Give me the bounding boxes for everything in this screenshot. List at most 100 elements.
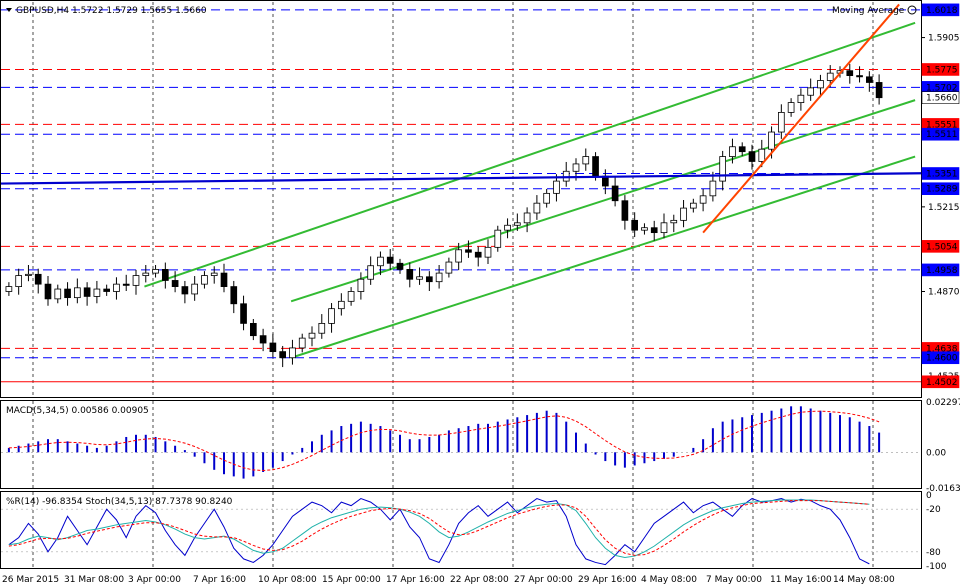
- stoch-signal-line: [8, 500, 870, 556]
- channel-line: [290, 155, 916, 359]
- candle-body: [670, 219, 678, 224]
- stoch-panel-frame: [0, 491, 922, 569]
- candle-body: [709, 180, 717, 197]
- candle-body: [416, 276, 423, 280]
- axis-tick-label: 1.5215: [928, 203, 960, 213]
- candle-body: [308, 332, 316, 339]
- candle-body: [201, 275, 208, 285]
- time-axis-label: 17 Apr 16:00: [386, 575, 445, 585]
- stoch-axis-label: 0: [926, 491, 932, 501]
- candle-body: [504, 224, 511, 231]
- candle-body: [787, 102, 795, 113]
- level-label-text: 1.5775: [926, 65, 958, 75]
- candle-body: [768, 131, 775, 150]
- candle-body: [161, 269, 169, 281]
- candle-body: [64, 288, 71, 299]
- stoch-main-line: [8, 499, 870, 558]
- candle-body: [543, 192, 551, 204]
- level-label-text: 1.4638: [926, 344, 958, 354]
- dropdown-triangle-icon[interactable]: [6, 8, 12, 12]
- candle-body: [807, 87, 815, 96]
- level-label-text: 1.5660: [926, 94, 958, 104]
- stoch-axis-label: -100: [926, 562, 947, 572]
- candle-body: [210, 272, 218, 276]
- candle-body: [533, 202, 541, 214]
- candle-body: [514, 222, 521, 226]
- level-label-text: 1.4958: [926, 266, 958, 276]
- moving-average: [0, 172, 922, 185]
- candle-body: [347, 291, 355, 302]
- level-label-text: 1.5054: [926, 242, 958, 252]
- stoch-title: %R(14) -96.8354 Stoch(34,5,13) 87.7378 9…: [6, 497, 233, 507]
- trend-channel: [144, 21, 916, 359]
- candle-body: [474, 251, 482, 258]
- candle-body: [93, 288, 101, 297]
- candle-body: [240, 303, 247, 324]
- time-axis-label: 7 Apr 16:00: [193, 575, 246, 585]
- level-label-text: 1.5351: [926, 169, 958, 179]
- level-label-box: [921, 167, 960, 180]
- time-axis-label: 14 May 08:00: [833, 575, 895, 585]
- level-label-text: 1.4502: [926, 378, 958, 388]
- time-axis-label: 4 May 08:00: [641, 575, 697, 585]
- candle-body: [15, 275, 23, 287]
- candle-body: [797, 94, 805, 103]
- candle-body: [171, 280, 179, 287]
- candle-body: [484, 246, 492, 258]
- macd-histogram: 0.02297 0.00 -0.0163: [1, 398, 960, 494]
- time-axis-label: 27 Apr 00:00: [514, 575, 573, 585]
- macd-signal-line: [8, 410, 880, 471]
- candle-body: [826, 72, 834, 81]
- percent-r-line: [8, 497, 870, 566]
- candle-body: [650, 227, 658, 234]
- indicator-settings-icon[interactable]: [907, 5, 917, 15]
- horizontal-levels: [1, 9, 921, 383]
- candle-body: [220, 272, 228, 287]
- candle-body: [719, 156, 727, 182]
- candle-body: [690, 202, 697, 209]
- candle-body: [699, 195, 707, 204]
- moving-average-line: [0, 172, 922, 185]
- candles: [5, 63, 883, 368]
- candle-body: [875, 82, 883, 99]
- candle-body: [611, 185, 619, 202]
- candle-body: [435, 272, 443, 283]
- candle-body: [5, 286, 13, 292]
- candle-body: [455, 249, 463, 263]
- level-label-text: 1.5289: [926, 185, 958, 195]
- candle-body: [729, 146, 736, 157]
- candle-body: [445, 261, 453, 274]
- chart-title: GBPUSD,H4 1.5722 1.5729 1.5655 1.5660: [16, 6, 207, 16]
- candle-body: [54, 288, 62, 300]
- candle-body: [132, 275, 140, 286]
- candle-body: [230, 286, 238, 305]
- stoch-axis-label: -80: [926, 548, 941, 558]
- candle-body: [249, 322, 257, 337]
- candle-body: [553, 180, 560, 194]
- axis-tick-label: 1.5905: [928, 34, 960, 44]
- level-label-text: 1.4600: [926, 354, 958, 364]
- stoch-axis-label: -20: [926, 505, 941, 515]
- time-axis-label: 22 Apr 08:00: [450, 575, 509, 585]
- candle-body: [328, 308, 335, 324]
- candle-body: [660, 222, 668, 234]
- channel-line: [144, 21, 916, 288]
- level-label-box: [921, 127, 960, 141]
- candle-body: [318, 322, 326, 334]
- candle-body: [44, 283, 52, 300]
- candle-body: [396, 262, 404, 270]
- candle-body: [152, 269, 159, 274]
- moving-average-tag[interactable]: Moving Average: [832, 6, 905, 16]
- candle-body: [641, 227, 648, 231]
- macd-axis-label: 0.02297: [926, 398, 960, 408]
- candle-body: [298, 337, 306, 349]
- macd-panel-frame: [0, 400, 922, 489]
- level-label-text: 1.5511: [926, 130, 958, 140]
- candle-body: [856, 75, 863, 78]
- candle-body: [122, 283, 130, 286]
- candle-body: [631, 219, 639, 231]
- macd-axis-label: -0.0163: [926, 484, 960, 494]
- candle-body: [74, 287, 81, 299]
